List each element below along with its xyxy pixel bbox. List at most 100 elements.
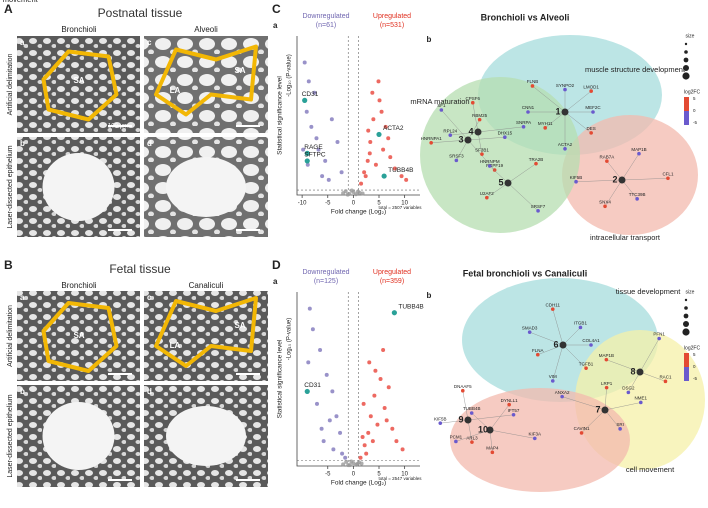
gene-name: SRI [616, 422, 624, 427]
colorbar [684, 111, 689, 125]
colorbar-label: 0 [693, 364, 696, 369]
x-axis-label: Fold change (Log₂) [331, 209, 386, 216]
point [360, 435, 365, 439]
point [349, 188, 354, 193]
point [309, 124, 314, 129]
gene-node [526, 110, 530, 114]
highlight-point [304, 388, 310, 395]
cluster-number: 5 [498, 177, 503, 187]
gene-node [618, 427, 622, 431]
gene-node [589, 131, 593, 135]
point [321, 439, 326, 444]
point [381, 348, 386, 352]
point [359, 181, 364, 186]
highlight-point [376, 131, 382, 138]
sub-letter: c [147, 293, 152, 302]
row-label: Artificial delimitation [7, 53, 14, 115]
size-key [683, 65, 689, 71]
legend-title: log2FC [684, 89, 701, 95]
gene-name: KIF3A [529, 432, 542, 437]
size-key [684, 306, 688, 310]
row-label: Artificial delimitation [7, 305, 14, 367]
gene-node [527, 330, 532, 334]
point [301, 147, 306, 152]
network-edge [604, 179, 623, 207]
gene-name: MAP1B [631, 147, 646, 152]
panel-title: Postnatal tissue [98, 6, 183, 20]
gene-node [563, 147, 567, 151]
delimitation-outline [154, 296, 258, 368]
point [326, 177, 331, 182]
gene-name: RAB7A [599, 154, 614, 159]
gene-name: TUBB4B [463, 406, 481, 411]
sub-letter: d [147, 139, 152, 148]
gene-name: ACTA2 [558, 142, 573, 147]
gene-name: TTC39B [629, 192, 646, 197]
network-edge [471, 412, 491, 431]
gene-name: LMOD1 [583, 84, 599, 89]
gene-node [448, 133, 453, 137]
row-label: Laser-dissected epithelium [7, 145, 14, 228]
gene-node [454, 158, 459, 163]
area-mark: LA [170, 86, 181, 95]
gene-node [536, 209, 540, 213]
network-edge [606, 359, 641, 373]
column-header: Canaliculi [189, 281, 224, 290]
cluster-number: 4 [468, 126, 473, 136]
gene-node [584, 366, 588, 370]
gene-name: SRSF3 [449, 154, 464, 159]
highlight-point [302, 97, 308, 103]
y-axis-label: Statistical significance level [277, 339, 284, 418]
gene-node [485, 195, 489, 200]
point [323, 158, 328, 163]
gene-name: MEF2C [585, 105, 601, 110]
point [330, 389, 335, 394]
gene-node [605, 159, 609, 163]
dissected-area [42, 153, 115, 221]
gene-node [638, 400, 643, 405]
gene-name: RPL24 [443, 128, 457, 133]
gene-name: SMAD3 [522, 325, 538, 330]
point [373, 162, 378, 167]
gene-name: CAVIN1 [574, 426, 590, 431]
network-edge [477, 131, 483, 155]
network-edge [576, 179, 623, 182]
gene-node [487, 164, 492, 168]
point [307, 306, 312, 311]
cluster-number: 9 [458, 414, 463, 424]
network-edge [604, 387, 607, 411]
gene-node [507, 402, 511, 407]
cluster-number: 8 [630, 366, 635, 376]
gene-node [578, 325, 583, 330]
sub-letter: b [427, 291, 432, 300]
point [306, 79, 311, 84]
dissected-area [42, 402, 115, 470]
point [367, 360, 372, 365]
network-edge [545, 111, 566, 128]
gene-name: ITGB1 [574, 321, 588, 326]
network-edge [621, 153, 640, 181]
gene-label: CD31 [302, 91, 319, 98]
network-edge [467, 419, 473, 443]
sub-letter: a [20, 293, 25, 302]
network-edge [581, 409, 606, 434]
micrograph [144, 291, 268, 381]
gene-node [635, 197, 639, 201]
network-edge [489, 429, 535, 439]
point [359, 461, 364, 466]
gene-node [490, 450, 495, 455]
highlight-point [381, 173, 387, 179]
sub-letter: c [147, 38, 152, 47]
network-edge [431, 139, 469, 143]
network-edge [621, 178, 668, 181]
point [331, 447, 336, 452]
network-edge [477, 126, 524, 133]
gene-label: RAGE [304, 144, 323, 151]
dissected-area [166, 157, 246, 217]
cluster-hub [561, 108, 569, 116]
gene-node [663, 379, 668, 384]
gene-node [469, 411, 474, 415]
gene-node [480, 152, 484, 156]
gene-name: MAP4 [486, 446, 499, 451]
